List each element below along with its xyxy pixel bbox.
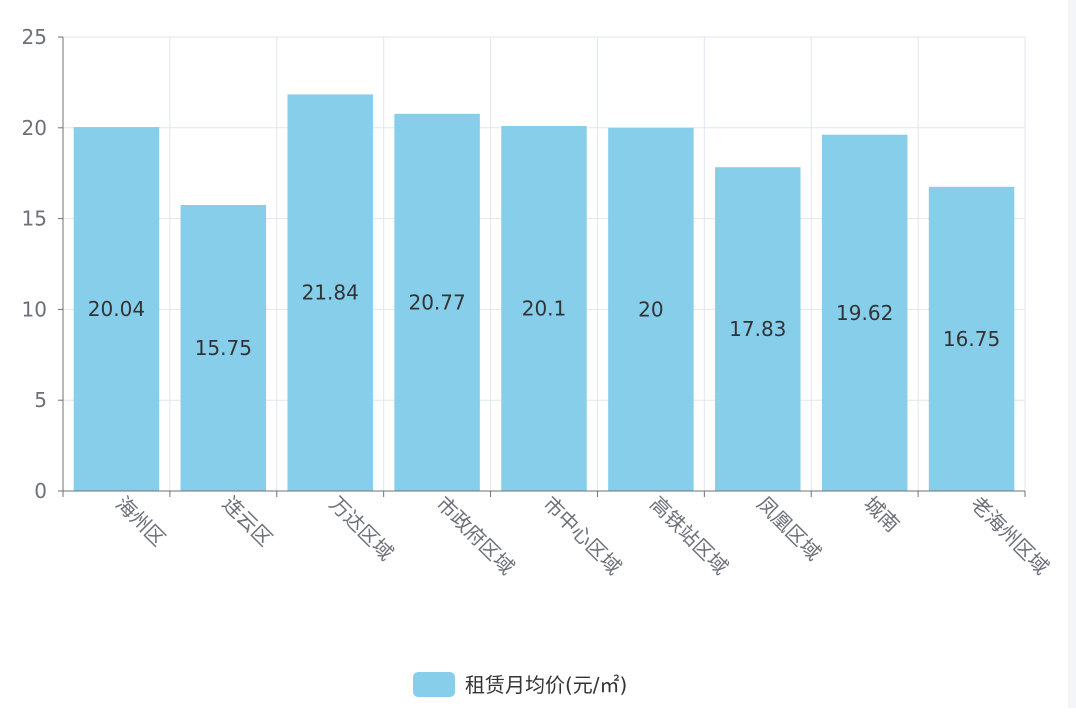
y-tick-label: 0 [34, 479, 47, 503]
x-tick-label: 老海州区域 [966, 492, 1054, 580]
bar[interactable] [73, 127, 160, 491]
data-label: 21.84 [302, 281, 359, 305]
data-label: 16.75 [943, 327, 1000, 351]
data-label: 20 [638, 297, 663, 321]
x-tick-label: 海州区 [111, 492, 170, 551]
x-tick-label: 连云区 [218, 492, 277, 551]
data-labels-layer: 20.04 15.75 21.84 20.77 20.1 20 17.83 19.62 16.7… [88, 281, 1000, 360]
legend-swatch[interactable] [413, 672, 455, 697]
bar[interactable] [608, 127, 694, 492]
y-tick-label: 25 [22, 25, 47, 49]
data-label: 20.77 [408, 290, 465, 314]
bar[interactable] [287, 94, 373, 492]
x-tick-label: 万达区域 [325, 492, 399, 566]
data-label: 17.83 [729, 317, 786, 341]
bar[interactable] [715, 167, 801, 491]
bar[interactable] [821, 134, 908, 491]
scrollbar-track[interactable] [1068, 0, 1076, 708]
bar[interactable] [180, 204, 267, 492]
bars-layer [73, 94, 1015, 492]
bar[interactable] [928, 186, 1015, 491]
data-label: 20.04 [88, 297, 145, 321]
x-tick-label: 市中心区域 [538, 492, 626, 580]
y-tick-label: 15 [22, 207, 47, 231]
data-label: 19.62 [836, 301, 893, 325]
y-tick-label: 10 [22, 297, 47, 321]
legend[interactable]: 租赁月均价(元/㎡) [413, 672, 627, 697]
data-label: 20.1 [522, 296, 567, 320]
x-tick-label: 市政府区域 [432, 492, 520, 580]
x-tick-label: 高铁站区域 [645, 492, 733, 580]
x-tick-label: 凤凰区域 [752, 492, 826, 566]
bar[interactable] [501, 125, 587, 491]
y-tick-label: 5 [34, 388, 47, 412]
bar[interactable] [394, 113, 480, 491]
y-tick-label: 20 [22, 116, 47, 140]
x-tick-label: 城南 [859, 492, 904, 537]
legend-label[interactable]: 租赁月均价(元/㎡) [465, 673, 627, 697]
data-label: 15.75 [195, 336, 252, 360]
